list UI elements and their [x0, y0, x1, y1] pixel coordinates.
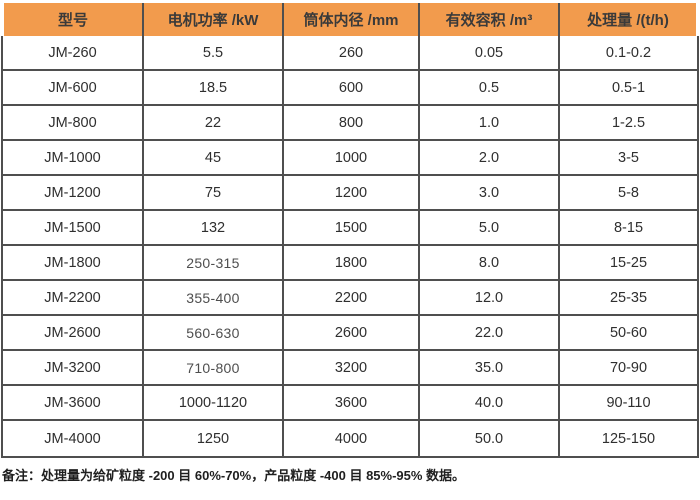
- cell-power: 22: [142, 106, 282, 139]
- cell-volume: 2.0: [418, 141, 558, 174]
- header-model: 型号: [57, 12, 88, 29]
- cell-capacity: 1-2.5: [558, 106, 697, 139]
- cell-power: 1250: [142, 421, 282, 456]
- cell-volume: 0.05: [418, 36, 558, 69]
- table-footnote: 备注：处理量为给矿粒度 -200 目 60%-70%，产品粒度 -400 目 8…: [2, 468, 466, 483]
- cell-diameter: 1500: [282, 211, 418, 244]
- cell-capacity: 5-8: [558, 176, 697, 209]
- cell-volume: 50.0: [418, 421, 558, 456]
- cell-capacity: 70-90: [558, 351, 697, 384]
- cell-volume: 22.0: [418, 316, 558, 349]
- cell-power: 75: [142, 176, 282, 209]
- cell-model: JM-4000: [44, 430, 101, 447]
- cell-model: JM-800: [48, 114, 97, 131]
- cell-power: 45: [142, 141, 282, 174]
- table-row: JM-600 18.5 600 0.5 0.5-1: [3, 71, 697, 106]
- table-row: JM-3200 710-800 3200 35.0 70-90: [3, 351, 697, 386]
- cell-capacity: 90-110: [558, 386, 697, 419]
- cell-capacity: 15-25: [558, 246, 697, 279]
- cell-volume: 12.0: [418, 281, 558, 314]
- cell-diameter: 3200: [282, 351, 418, 384]
- cell-model: JM-3200: [44, 359, 101, 376]
- cell-model: JM-1500: [44, 219, 101, 236]
- table-row: JM-1000 45 1000 2.0 3-5: [3, 141, 697, 176]
- cell-volume: 5.0: [418, 211, 558, 244]
- cell-model: JM-1000: [44, 149, 101, 166]
- table-row: JM-3600 1000-1120 3600 40.0 90-110: [3, 386, 697, 421]
- cell-power: 18.5: [142, 71, 282, 104]
- cell-volume: 40.0: [418, 386, 558, 419]
- cell-capacity: 3-5: [558, 141, 697, 174]
- table-row: JM-800 22 800 1.0 1-2.5: [3, 106, 697, 141]
- cell-diameter: 260: [282, 36, 418, 69]
- cell-volume: 3.0: [418, 176, 558, 209]
- cell-model: JM-600: [48, 79, 97, 96]
- cell-capacity: 25-35: [558, 281, 697, 314]
- header-volume: 有效容积 /m³: [418, 3, 558, 36]
- table-header-row: 型号 电机功率 /kW 筒体内径 /mm 有效容积 /m³ 处理量 /(t/h): [4, 3, 696, 36]
- cell-diameter: 2600: [282, 316, 418, 349]
- cell-model: JM-3600: [44, 394, 101, 411]
- header-power: 电机功率 /kW: [142, 3, 282, 36]
- cell-diameter: 1200: [282, 176, 418, 209]
- cell-diameter: 800: [282, 106, 418, 139]
- cell-power: 132: [142, 211, 282, 244]
- cell-diameter: 2200: [282, 281, 418, 314]
- cell-volume: 35.0: [418, 351, 558, 384]
- table-row: JM-1200 75 1200 3.0 5-8: [3, 176, 697, 211]
- cell-capacity: 50-60: [558, 316, 697, 349]
- cell-model: JM-1200: [44, 184, 101, 201]
- table-row: JM-2200 355-400 2200 12.0 25-35: [3, 281, 697, 316]
- cell-capacity: 0.1-0.2: [558, 36, 697, 69]
- table-row: JM-260 5.5 260 0.05 0.1-0.2: [3, 36, 697, 71]
- cell-power: 1000-1120: [142, 386, 282, 419]
- cell-model: JM-2200: [44, 289, 101, 306]
- cell-volume: 1.0: [418, 106, 558, 139]
- cell-power: 355-400: [142, 281, 282, 314]
- cell-volume: 0.5: [418, 71, 558, 104]
- cell-power: 710-800: [142, 351, 282, 384]
- header-capacity: 处理量 /(t/h): [558, 3, 696, 36]
- cell-power: 560-630: [142, 316, 282, 349]
- cell-diameter: 1000: [282, 141, 418, 174]
- cell-capacity: 125-150: [558, 421, 697, 456]
- cell-diameter: 4000: [282, 421, 418, 456]
- cell-model: JM-2600: [44, 324, 101, 341]
- cell-capacity: 8-15: [558, 211, 697, 244]
- table-row: JM-4000 1250 4000 50.0 125-150: [3, 421, 697, 456]
- header-diameter: 筒体内径 /mm: [282, 3, 418, 36]
- cell-diameter: 1800: [282, 246, 418, 279]
- table-row: JM-1500 132 1500 5.0 8-15: [3, 211, 697, 246]
- cell-power: 5.5: [142, 36, 282, 69]
- cell-model: JM-260: [48, 44, 97, 61]
- cell-capacity: 0.5-1: [558, 71, 697, 104]
- cell-diameter: 3600: [282, 386, 418, 419]
- cell-volume: 8.0: [418, 246, 558, 279]
- cell-model: JM-1800: [44, 254, 101, 271]
- table-body: JM-260 5.5 260 0.05 0.1-0.2 JM-600 18.5 600 0.5 0…: [1, 36, 699, 458]
- cell-power: 250-315: [142, 246, 282, 279]
- table-row: JM-1800 250-315 1800 8.0 15-25: [3, 246, 697, 281]
- table-row: JM-2600 560-630 2600 22.0 50-60: [3, 316, 697, 351]
- cell-diameter: 600: [282, 71, 418, 104]
